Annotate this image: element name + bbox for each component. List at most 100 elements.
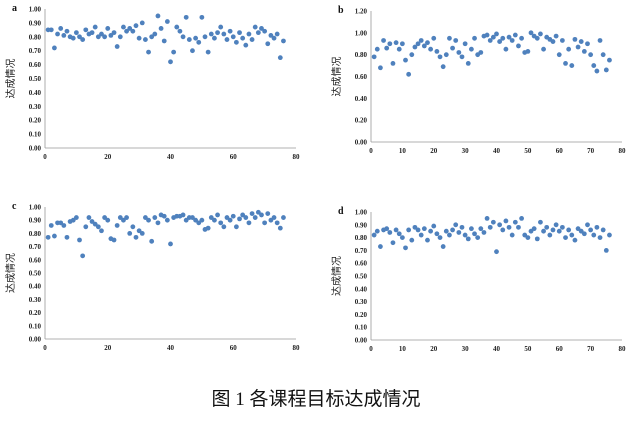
data-point — [390, 61, 396, 66]
data-point — [224, 215, 230, 220]
data-point — [553, 33, 559, 39]
data-point — [277, 55, 283, 61]
data-point — [99, 31, 104, 37]
y-tick-label: 0.90 — [29, 217, 42, 225]
data-point — [600, 52, 606, 58]
data-point — [581, 231, 587, 237]
data-point — [58, 26, 64, 31]
data-point — [124, 215, 129, 220]
data-point — [563, 235, 568, 241]
data-point — [409, 52, 415, 58]
data-point — [246, 220, 252, 226]
x-tick-label: 70 — [587, 345, 595, 353]
data-point — [92, 24, 98, 30]
data-point — [271, 35, 277, 41]
data-point — [146, 49, 151, 55]
data-point — [591, 63, 597, 68]
data-point — [544, 224, 550, 230]
data-point — [268, 217, 274, 223]
y-tick-label: 0.00 — [355, 139, 368, 147]
data-point — [233, 39, 239, 45]
data-point — [180, 34, 186, 40]
data-point — [252, 24, 258, 30]
data-point — [572, 237, 578, 243]
data-point — [588, 52, 594, 58]
x-tick-label: 50 — [524, 345, 532, 353]
data-point — [271, 215, 277, 220]
data-point — [396, 46, 402, 52]
data-point — [541, 46, 546, 52]
y-tick-label: 0.90 — [355, 221, 368, 229]
y-tick-label: 1.00 — [29, 6, 42, 14]
data-point — [152, 215, 158, 220]
data-point — [469, 226, 474, 232]
data-point — [180, 212, 186, 218]
data-point — [575, 44, 581, 50]
data-point — [509, 38, 515, 43]
data-point — [381, 38, 386, 43]
data-point — [193, 35, 199, 41]
data-point — [230, 213, 236, 219]
data-point — [585, 222, 590, 228]
data-point — [399, 41, 405, 47]
data-point — [406, 71, 412, 77]
data-point — [594, 68, 600, 74]
y-axis-title: 达成情况 — [4, 253, 17, 293]
data-point — [164, 217, 170, 223]
y-tick-label: 0.20 — [355, 311, 368, 319]
x-tick-label: 30 — [462, 345, 470, 353]
data-point — [183, 14, 189, 20]
data-point — [374, 46, 380, 52]
data-point — [168, 241, 173, 247]
data-point — [469, 46, 474, 52]
data-point — [494, 31, 499, 37]
data-point — [64, 28, 70, 34]
data-point — [133, 234, 139, 240]
y-tick-label: 0.40 — [29, 283, 42, 291]
x-tick-label: 40 — [167, 344, 175, 352]
data-point — [406, 227, 412, 233]
data-point — [95, 224, 101, 230]
data-point — [161, 213, 167, 219]
data-point — [534, 236, 540, 242]
data-point — [462, 41, 468, 47]
data-point — [52, 45, 57, 51]
data-point — [277, 225, 283, 231]
data-point — [607, 57, 612, 63]
data-point — [249, 37, 255, 42]
data-point — [111, 237, 117, 243]
data-point — [105, 26, 111, 31]
data-point — [443, 52, 449, 58]
x-tick-label: 0 — [369, 345, 373, 353]
data-point — [199, 217, 205, 223]
data-point — [117, 34, 123, 40]
data-point — [171, 49, 177, 55]
x-tick-label: 60 — [230, 153, 238, 161]
data-point — [174, 24, 180, 30]
panel-label: c — [12, 201, 17, 212]
data-point — [497, 222, 503, 228]
data-point — [437, 235, 443, 241]
data-point — [478, 50, 484, 55]
chart-panel-d: 0.00 0.10 0.20 0.30 0.40 0.50 0.60 0.70 0.80 0.90… — [330, 206, 626, 353]
y-tick-label: 0.50 — [29, 270, 42, 278]
data-point — [205, 49, 211, 55]
data-point — [472, 231, 477, 237]
data-point — [114, 44, 120, 49]
data-point — [556, 228, 562, 234]
data-point — [139, 20, 145, 26]
y-tick-label: 0.60 — [29, 256, 42, 264]
y-axis-title: 达成情况 — [4, 59, 17, 99]
data-point — [387, 41, 393, 47]
data-point — [136, 228, 142, 234]
data-point — [418, 232, 424, 238]
y-tick-label: 0.00 — [29, 145, 42, 153]
data-point — [500, 35, 506, 41]
x-tick-label: 30 — [462, 147, 470, 155]
x-tick-label: 60 — [230, 344, 238, 352]
data-point — [121, 217, 126, 223]
data-point — [453, 222, 459, 228]
data-point — [237, 216, 242, 222]
data-point — [490, 34, 496, 40]
data-point — [465, 61, 471, 66]
